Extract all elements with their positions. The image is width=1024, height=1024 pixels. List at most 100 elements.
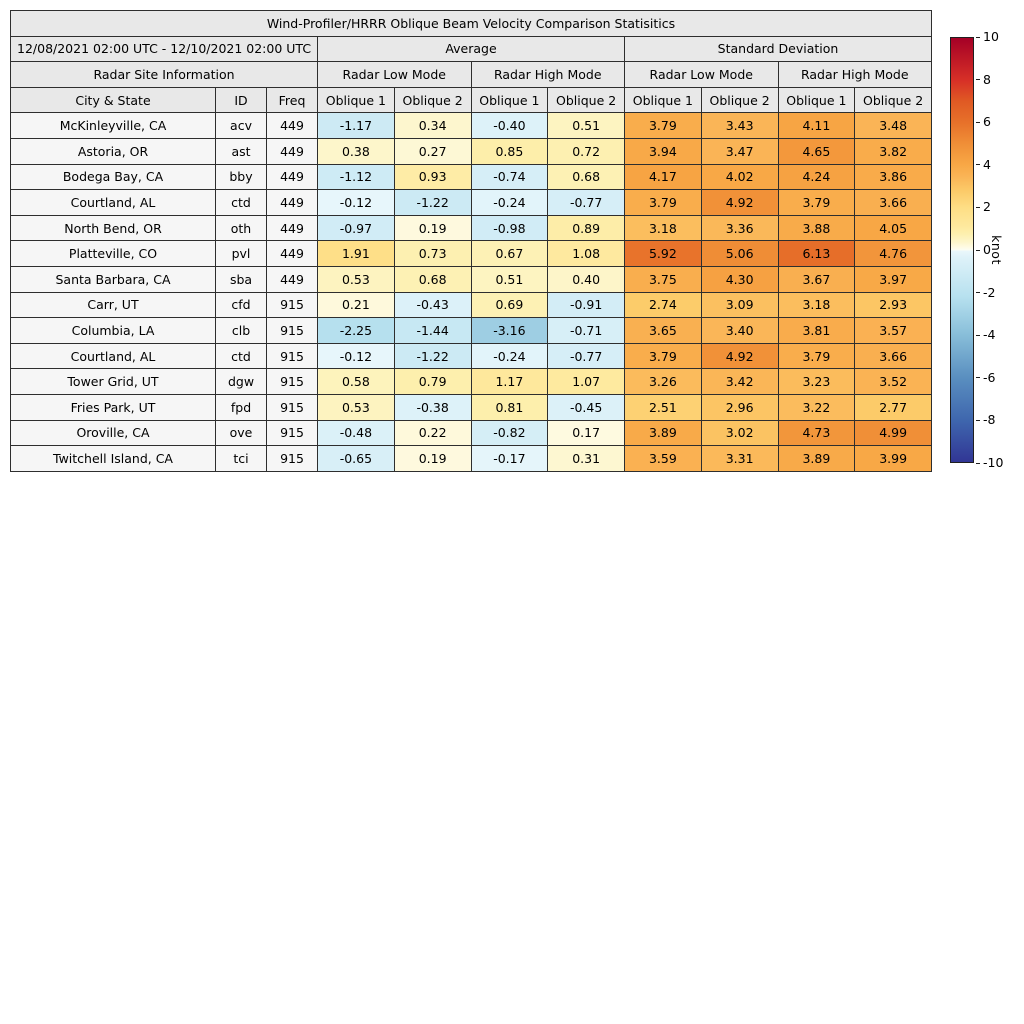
value-cell: 0.19 — [393, 214, 472, 242]
header-radar-site-information: Radar Site Information — [10, 61, 318, 88]
site-id-cell: dgw — [215, 368, 267, 395]
value-cell: 0.53 — [317, 393, 395, 421]
value-cell: -0.12 — [317, 342, 395, 370]
value-cell: 3.09 — [700, 291, 779, 319]
value-cell: 0.53 — [317, 265, 395, 293]
stats-table: Wind-Profiler/HRRR Oblique Beam Velocity… — [10, 10, 932, 472]
value-cell: 0.17 — [547, 419, 625, 447]
city-cell: Courtland, AL — [10, 189, 216, 216]
value-cell: 3.18 — [777, 291, 856, 319]
value-cell: 3.48 — [854, 112, 932, 139]
site-id-cell: acv — [215, 112, 267, 139]
value-cell: -0.12 — [317, 189, 395, 216]
value-cell: -0.43 — [393, 291, 472, 319]
value-cell: 4.11 — [777, 112, 856, 139]
value-cell: 3.59 — [624, 445, 702, 472]
table-row: Bodega Bay, CA bby 449 -1.12 0.93 -0.74 0.68 4.… — [10, 163, 932, 191]
value-cell: 3.66 — [854, 342, 932, 370]
value-cell: 4.30 — [700, 265, 779, 293]
value-cell: 5.06 — [700, 240, 779, 267]
value-cell: 4.73 — [777, 419, 856, 447]
value-cell: 4.92 — [700, 342, 779, 370]
colorbar-tick-label: 2 — [983, 199, 991, 215]
table-row: Tower Grid, UT dgw 915 0.58 0.79 1.17 1.07 3.26… — [10, 368, 932, 395]
city-cell: Astoria, OR — [10, 137, 216, 165]
value-cell: 3.97 — [854, 265, 932, 293]
city-cell: Santa Barbara, CA — [10, 265, 216, 293]
colorbar-tick-label: 4 — [983, 156, 991, 172]
value-cell: -0.45 — [547, 393, 625, 421]
table-row: Twitchell Island, CA tci 915 -0.65 0.19 -0.17… — [10, 445, 932, 472]
header-std-low-oblique-2: Oblique 2 — [700, 86, 779, 114]
header-avg-radar-high-mode: Radar High Mode — [470, 61, 625, 88]
value-cell: 0.73 — [393, 240, 472, 267]
value-cell: 0.19 — [393, 445, 472, 472]
city-cell: Twitchell Island, CA — [10, 445, 216, 472]
value-cell: 0.58 — [317, 368, 395, 395]
value-cell: -0.77 — [547, 342, 625, 370]
freq-cell: 915 — [266, 419, 318, 447]
value-cell: 3.36 — [700, 214, 779, 242]
value-cell: 4.05 — [854, 214, 932, 242]
value-cell: 3.99 — [854, 445, 932, 472]
value-cell: 3.79 — [777, 342, 856, 370]
value-cell: 3.31 — [700, 445, 779, 472]
colorbar-gradient — [950, 37, 974, 463]
colorbar-tick-mark — [976, 377, 980, 379]
header-average: Average — [317, 35, 625, 63]
value-cell: 0.68 — [547, 163, 625, 191]
city-cell: Courtland, AL — [10, 342, 216, 370]
value-cell: 3.75 — [624, 265, 702, 293]
colorbar-tick-label: -6 — [983, 369, 996, 385]
colorbar-tick-label: -10 — [983, 455, 1004, 470]
colorbar-tick-label: -4 — [983, 327, 996, 343]
header-id: ID — [215, 86, 267, 114]
value-cell: 3.02 — [700, 419, 779, 447]
value-cell: -0.98 — [470, 214, 549, 242]
value-cell: 3.43 — [700, 112, 779, 139]
value-cell: 0.68 — [393, 265, 472, 293]
value-cell: 0.40 — [547, 265, 625, 293]
value-cell: 0.93 — [393, 163, 472, 191]
site-id-cell: oth — [215, 214, 267, 242]
freq-cell: 449 — [266, 214, 318, 242]
value-cell: -0.74 — [470, 163, 549, 191]
value-cell: 3.94 — [624, 137, 702, 165]
header-city-state: City & State — [10, 86, 216, 114]
value-cell: -0.17 — [470, 445, 549, 472]
value-cell: 3.86 — [854, 163, 932, 191]
value-cell: 4.76 — [854, 240, 932, 267]
colorbar-tick-mark — [976, 292, 980, 294]
colorbar-ticks: 10 8 6 4 2 0 -2 -4 -6 -8 -10 — [950, 29, 1024, 470]
city-cell: Carr, UT — [10, 291, 216, 319]
value-cell: 3.79 — [624, 342, 702, 370]
value-cell: 2.96 — [700, 393, 779, 421]
colorbar-tick-label: 10 — [983, 29, 999, 44]
value-cell: 3.22 — [777, 393, 856, 421]
value-cell: -0.91 — [547, 291, 625, 319]
value-cell: -0.65 — [317, 445, 395, 472]
value-cell: 3.26 — [624, 368, 702, 395]
colorbar: 10 8 6 4 2 0 -2 -4 -6 -8 -10 knot — [950, 29, 1024, 470]
value-cell: -2.25 — [317, 317, 395, 344]
value-cell: 0.38 — [317, 137, 395, 165]
colorbar-tick-mark — [976, 79, 980, 81]
value-cell: 0.69 — [470, 291, 549, 319]
table-row: Platteville, CO pvl 449 1.91 0.73 0.67 1.08 5.9… — [10, 240, 932, 267]
site-id-cell: cfd — [215, 291, 267, 319]
colorbar-tick-mark — [976, 36, 980, 38]
value-cell: 4.17 — [624, 163, 702, 191]
value-cell: 3.88 — [777, 214, 856, 242]
value-cell: 0.89 — [547, 214, 625, 242]
value-cell: 1.17 — [470, 368, 549, 395]
value-cell: 0.51 — [470, 265, 549, 293]
table-title: Wind-Profiler/HRRR Oblique Beam Velocity… — [10, 10, 932, 37]
value-cell: 0.34 — [393, 112, 472, 139]
value-cell: -1.44 — [393, 317, 472, 344]
value-cell: -1.22 — [393, 189, 472, 216]
value-cell: 2.51 — [624, 393, 702, 421]
value-cell: -0.24 — [470, 189, 549, 216]
value-cell: -3.16 — [470, 317, 549, 344]
freq-cell: 915 — [266, 393, 318, 421]
